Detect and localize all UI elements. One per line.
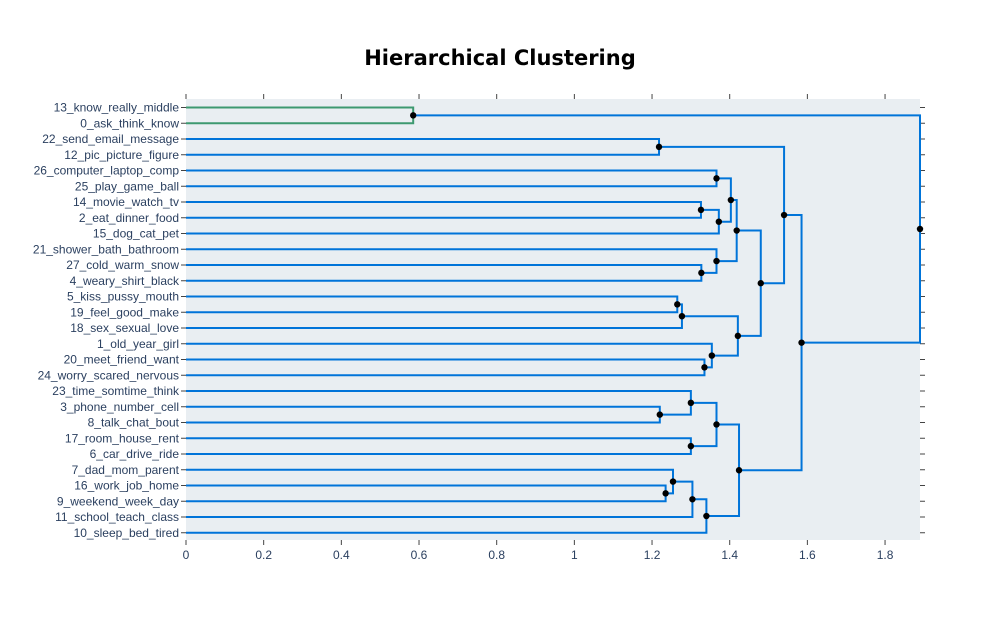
leaf-label: 19_feel_good_make bbox=[70, 305, 179, 319]
leaf-label: 12_pic_picture_figure bbox=[64, 148, 179, 162]
x-tick-label: 1.2 bbox=[644, 548, 661, 562]
x-tick-label: 1.8 bbox=[877, 548, 894, 562]
merge-node bbox=[715, 218, 723, 225]
x-tick-label: 1 bbox=[571, 548, 578, 562]
leaf-label: 20_meet_friend_want bbox=[64, 353, 180, 367]
leaf-label: 13_know_really_middle bbox=[54, 101, 180, 115]
leaf-label: 26_computer_laptop_comp bbox=[34, 164, 180, 178]
merge-node bbox=[734, 332, 742, 340]
merge-node bbox=[409, 112, 417, 119]
merge-node bbox=[703, 512, 710, 520]
merge-node bbox=[713, 175, 720, 182]
leaf-label: 10_sleep_bed_tired bbox=[74, 526, 179, 540]
x-tick-label: 1.6 bbox=[799, 548, 816, 562]
plot-area bbox=[186, 99, 920, 540]
leaf-label: 23_time_somtime_think bbox=[52, 384, 180, 398]
leaf-label: 11_school_teach_class bbox=[55, 510, 179, 524]
merge-node bbox=[698, 269, 705, 277]
merge-node bbox=[689, 496, 696, 503]
leaf-label: 24_worry_scared_nervous bbox=[38, 368, 179, 382]
leaf-label: 8_talk_chat_bout bbox=[88, 416, 180, 430]
leaf-label: 6_car_drive_ride bbox=[90, 447, 180, 461]
x-tick-label: 1.4 bbox=[721, 548, 738, 562]
merge-node bbox=[687, 399, 695, 407]
merge-node bbox=[669, 478, 677, 485]
merge-node bbox=[735, 467, 743, 474]
leaf-label: 16_work_job_home bbox=[74, 479, 179, 493]
merge-node bbox=[757, 280, 764, 287]
leaf-label: 25_play_game_ball bbox=[75, 179, 179, 193]
leaf-label: 4_weary_shirt_black bbox=[70, 274, 180, 288]
leaf-label: 1_old_year_girl bbox=[97, 337, 179, 351]
merge-node bbox=[713, 421, 720, 428]
merge-node bbox=[733, 227, 740, 234]
leaf-label: 27_cold_warm_snow bbox=[66, 258, 179, 272]
merge-node bbox=[916, 225, 924, 233]
merge-node bbox=[713, 257, 720, 265]
leaf-label: 21_shower_bath_bathroom bbox=[33, 242, 179, 256]
leaf-label: 9_weekend_week_day bbox=[57, 494, 179, 508]
leaf-label: 0_ask_think_know bbox=[80, 116, 179, 130]
merge-node bbox=[674, 301, 681, 308]
x-tick-label: 0.2 bbox=[255, 548, 272, 562]
merge-node bbox=[708, 352, 716, 359]
merge-node bbox=[780, 211, 788, 219]
leaf-label: 3_phone_number_cell bbox=[60, 400, 179, 414]
x-tick-label: 0.8 bbox=[488, 548, 505, 562]
merge-node bbox=[701, 364, 708, 371]
leaf-label: 14_movie_watch_tv bbox=[73, 195, 179, 209]
merge-node bbox=[655, 143, 663, 151]
merge-nodes bbox=[409, 112, 924, 520]
leaf-label: 2_eat_dinner_food bbox=[79, 211, 179, 225]
leaf-label: 15_dog_cat_pet bbox=[93, 227, 180, 241]
merge-node bbox=[798, 339, 805, 346]
x-tick-label: 0 bbox=[183, 548, 190, 562]
merge-node bbox=[687, 442, 695, 450]
leaf-label: 18_sex_sexual_love bbox=[70, 321, 179, 335]
leaf-label: 17_room_house_rent bbox=[65, 431, 180, 445]
chart-title: Hierarchical Clustering bbox=[364, 46, 636, 70]
merge-node bbox=[727, 196, 735, 204]
leaf-label: 22_send_email_message bbox=[42, 132, 179, 146]
x-tick-label: 0.4 bbox=[333, 548, 350, 562]
leaf-label: 5_kiss_pussy_mouth bbox=[67, 290, 179, 304]
merge-node bbox=[697, 206, 705, 214]
merge-node bbox=[662, 490, 669, 497]
x-tick-label: 0.6 bbox=[411, 548, 428, 562]
x-axis-tick-labels: 0 0.2 0.4 0.6 0.8 1 1.2 1.4 1.6 1.8 bbox=[183, 548, 894, 562]
merge-node bbox=[678, 312, 686, 320]
merge-node bbox=[656, 411, 663, 418]
leaf-label: 7_dad_mom_parent bbox=[72, 463, 180, 477]
